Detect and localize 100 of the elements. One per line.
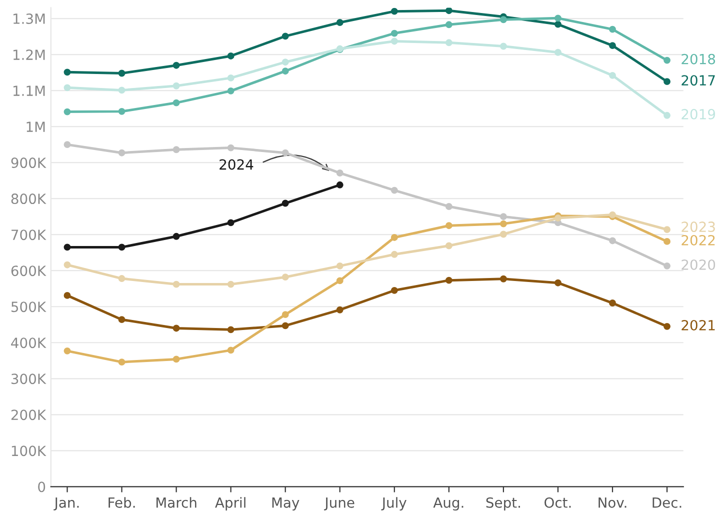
point bbox=[554, 20, 562, 28]
point bbox=[118, 108, 126, 115]
series-label: 2022 bbox=[682, 234, 715, 246]
point bbox=[64, 261, 71, 268]
point bbox=[282, 58, 289, 66]
point bbox=[500, 42, 507, 50]
point bbox=[282, 322, 289, 330]
point bbox=[64, 84, 71, 92]
point bbox=[609, 26, 616, 33]
y-tick-label: 0 bbox=[38, 482, 46, 492]
point bbox=[118, 275, 126, 282]
point bbox=[64, 347, 71, 354]
point bbox=[445, 276, 452, 284]
point bbox=[336, 19, 344, 26]
y-tick-label: 1.3M bbox=[13, 13, 45, 24]
point bbox=[227, 74, 234, 82]
point bbox=[390, 30, 398, 37]
point bbox=[282, 274, 289, 281]
point bbox=[554, 48, 562, 56]
y-tick-label: 1.2M bbox=[13, 50, 45, 60]
point bbox=[227, 144, 234, 152]
point bbox=[64, 108, 71, 116]
point bbox=[500, 230, 507, 238]
point bbox=[664, 56, 670, 64]
point bbox=[227, 87, 234, 94]
point bbox=[227, 346, 234, 354]
point bbox=[390, 8, 398, 15]
series-label: 2018 bbox=[682, 54, 716, 64]
point bbox=[554, 14, 562, 22]
point bbox=[64, 68, 71, 76]
point bbox=[609, 300, 616, 306]
point bbox=[390, 286, 398, 294]
x-tick-label: Aug. bbox=[433, 498, 464, 511]
point bbox=[500, 16, 507, 24]
point bbox=[336, 262, 344, 270]
point bbox=[172, 146, 180, 154]
point bbox=[609, 72, 616, 79]
point bbox=[390, 234, 398, 241]
point bbox=[554, 214, 562, 222]
point bbox=[554, 279, 562, 286]
y-tick-label: 600K bbox=[11, 266, 46, 276]
x-tick-label: Feb. bbox=[108, 497, 135, 508]
y-tick-label: 300K bbox=[11, 374, 46, 384]
point bbox=[445, 203, 452, 210]
point bbox=[445, 39, 452, 46]
x-tick-label: Jan. bbox=[54, 498, 79, 510]
x-tick-label: Oct. bbox=[544, 497, 571, 508]
point bbox=[227, 219, 234, 226]
point bbox=[390, 186, 398, 194]
point bbox=[172, 99, 180, 106]
point bbox=[64, 244, 71, 251]
point bbox=[118, 316, 126, 324]
x-tick-label: June bbox=[324, 498, 354, 510]
point bbox=[118, 244, 126, 251]
y-tick-label: 100K bbox=[12, 446, 46, 456]
series-label: 2020 bbox=[682, 259, 716, 270]
point bbox=[282, 200, 289, 207]
point bbox=[336, 181, 344, 188]
point bbox=[118, 358, 126, 366]
y-tick-label: 800K bbox=[11, 194, 46, 204]
point bbox=[500, 275, 507, 282]
point bbox=[227, 326, 234, 334]
point bbox=[445, 242, 452, 250]
y-tick-label: 1M bbox=[26, 122, 45, 132]
series-label: 2023 bbox=[682, 222, 715, 232]
point bbox=[664, 238, 670, 245]
point bbox=[172, 280, 180, 288]
point bbox=[445, 21, 452, 28]
y-tick-label: 200K bbox=[11, 410, 46, 420]
point bbox=[664, 226, 670, 234]
y-tick-label: 700K bbox=[12, 230, 46, 240]
point bbox=[118, 86, 126, 94]
point bbox=[118, 70, 126, 77]
point bbox=[172, 82, 180, 90]
point bbox=[227, 52, 234, 60]
point bbox=[664, 112, 670, 119]
y-tick-label: 400K bbox=[11, 338, 46, 348]
point bbox=[500, 213, 507, 220]
point bbox=[282, 311, 289, 318]
point bbox=[390, 250, 398, 258]
point bbox=[336, 306, 344, 314]
point bbox=[64, 292, 71, 299]
point bbox=[664, 262, 670, 270]
point bbox=[336, 277, 344, 284]
x-tick-label: July bbox=[381, 497, 406, 511]
point bbox=[664, 78, 670, 86]
x-tick-label: April bbox=[215, 497, 246, 511]
point bbox=[227, 280, 234, 288]
point bbox=[500, 220, 507, 228]
series-label: 2021 bbox=[682, 320, 715, 330]
point bbox=[609, 237, 616, 244]
point bbox=[282, 32, 289, 40]
point bbox=[336, 170, 344, 176]
x-tick-label: May bbox=[272, 498, 300, 511]
series-label: 2017 bbox=[682, 75, 715, 86]
point bbox=[172, 356, 180, 363]
point bbox=[609, 42, 616, 50]
point bbox=[64, 141, 71, 148]
point bbox=[172, 62, 180, 69]
y-tick-label: 900K bbox=[11, 158, 46, 168]
